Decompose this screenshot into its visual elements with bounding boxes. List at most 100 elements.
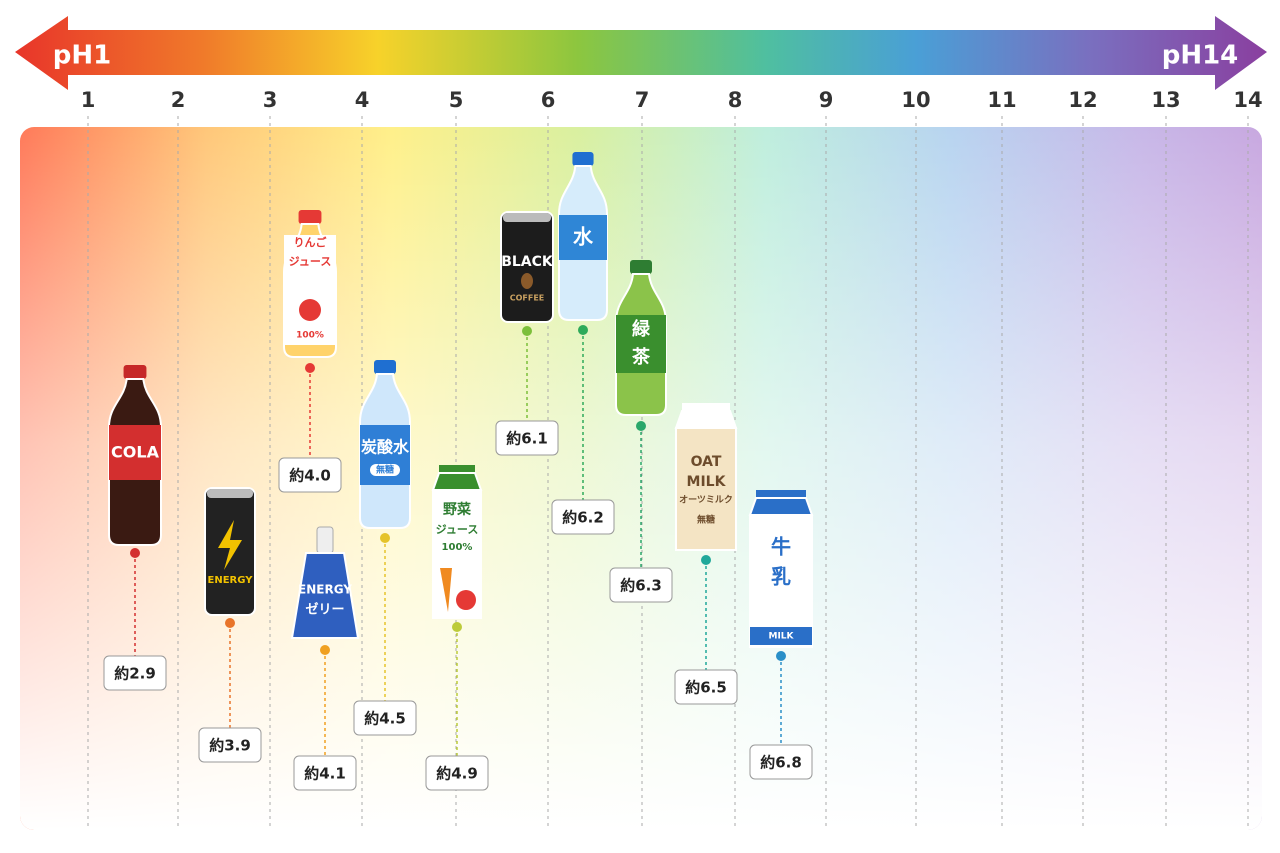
- bottle-label: [109, 425, 161, 480]
- product-text: 100%: [442, 542, 473, 553]
- product-text: 100%: [296, 331, 324, 341]
- pill: [370, 464, 400, 476]
- label-box: [749, 744, 813, 780]
- product-text: 緑: [632, 318, 651, 340]
- ph-label: 約6.2: [562, 509, 604, 527]
- label-box: [103, 655, 167, 691]
- scale-label: 4: [355, 88, 370, 112]
- product-text: 牛: [771, 535, 791, 559]
- product-text: ENERGY: [208, 575, 254, 586]
- bottle-label: [616, 315, 666, 373]
- scale-label: 12: [1068, 88, 1097, 112]
- product-text: ゼリー: [305, 602, 344, 618]
- ph-label: 約6.1: [506, 430, 548, 448]
- scale-label: 3: [263, 88, 278, 112]
- label-box: [551, 499, 615, 535]
- milk-band: [750, 627, 812, 645]
- scale-label: 6: [541, 88, 556, 112]
- product-text: MILK: [768, 632, 794, 642]
- bottle-cap: [298, 210, 322, 224]
- bolt: [218, 520, 242, 570]
- product-text: オーツミルク: [679, 495, 733, 506]
- scale-label: 9: [819, 88, 834, 112]
- ph-label: 約4.0: [289, 467, 331, 485]
- product-text: COFFEE: [510, 294, 545, 303]
- product-text: りんご: [294, 235, 328, 249]
- bottle-cap: [572, 152, 594, 166]
- product-text: ジュース: [436, 523, 479, 536]
- carton-top: [431, 472, 483, 491]
- product-text: ENERGY: [298, 583, 352, 597]
- ph-label: 約6.5: [685, 679, 727, 697]
- scale-label: 8: [728, 88, 743, 112]
- pouch-spout: [316, 526, 334, 554]
- product-text: COLA: [111, 443, 160, 462]
- label-box: [353, 700, 417, 736]
- scale-label: 10: [901, 88, 930, 112]
- bottle-cap: [374, 360, 396, 374]
- carton-body: [749, 514, 813, 648]
- carton-tab: [756, 490, 806, 498]
- scale-label: 5: [449, 88, 464, 112]
- label-box: [674, 669, 738, 705]
- ph-label: 約4.5: [364, 710, 406, 728]
- ph-arrow: [15, 16, 1267, 90]
- product-text: 無糖: [697, 514, 715, 526]
- carton-tab: [682, 403, 730, 411]
- can-top: [503, 213, 551, 222]
- scale-label: 11: [987, 88, 1016, 112]
- product-text: 茶: [632, 346, 651, 368]
- pouch-body: [290, 552, 360, 639]
- product-text: MILK: [687, 474, 727, 490]
- dot: [320, 645, 330, 655]
- label-box: [198, 727, 262, 763]
- scale-label: 7: [635, 88, 650, 112]
- label-box: [278, 457, 342, 493]
- dot: [452, 622, 462, 632]
- can-top: [207, 489, 253, 498]
- apple: [299, 299, 321, 321]
- dot: [305, 363, 315, 373]
- carton-top: [674, 410, 738, 429]
- scale-label: 14: [1233, 88, 1262, 112]
- ph-left: pH1: [53, 41, 111, 71]
- can-body: [500, 211, 554, 323]
- ph-right: pH14: [1162, 41, 1239, 71]
- ph-label: 約3.9: [209, 737, 251, 755]
- carton-top: [748, 497, 814, 516]
- carton-tab: [439, 465, 475, 473]
- dot: [130, 548, 140, 558]
- veg: [456, 590, 476, 610]
- ph-label: 約2.9: [114, 665, 156, 683]
- product-text: 無糖: [376, 464, 394, 476]
- scale-label: 1: [81, 88, 96, 112]
- ph-label: 約4.9: [436, 765, 478, 783]
- bean: [521, 273, 533, 289]
- dot: [776, 651, 786, 661]
- dot: [380, 533, 390, 543]
- bottle-cap: [630, 260, 652, 274]
- label-box: [293, 755, 357, 791]
- product-text: ジュース: [289, 255, 332, 268]
- label-box: [425, 755, 489, 791]
- scale-label: 13: [1151, 88, 1180, 112]
- dot: [701, 555, 711, 565]
- scale-label: 2: [171, 88, 186, 112]
- bottle-cap: [123, 365, 147, 379]
- product-text: 水: [573, 225, 594, 249]
- dot: [578, 325, 588, 335]
- label-box: [495, 420, 559, 456]
- dot: [522, 326, 532, 336]
- product-text: 乳: [771, 565, 791, 589]
- ph-label: 約4.1: [304, 765, 346, 783]
- carrot: [440, 568, 452, 612]
- product-text: OAT: [691, 454, 722, 470]
- dot: [636, 421, 646, 431]
- bottle-label: [284, 235, 336, 345]
- background-fade: [20, 127, 1262, 830]
- ph-label: 約6.3: [620, 577, 662, 595]
- carton-body: [675, 427, 737, 551]
- product-text: 炭酸水: [361, 438, 410, 457]
